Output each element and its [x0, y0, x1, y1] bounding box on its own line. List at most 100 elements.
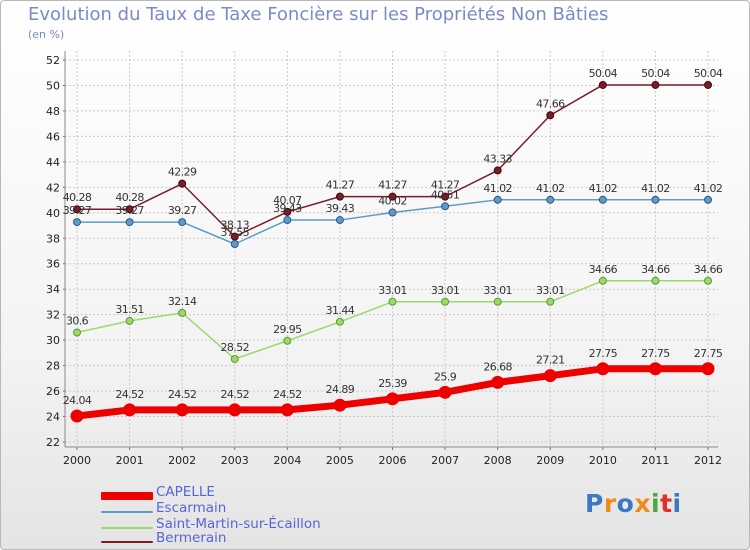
data-point-bermerain — [388, 192, 397, 201]
data-label-bermerain: 41.27 — [326, 179, 355, 192]
x-tick-label: 2005 — [326, 454, 354, 467]
data-point-escarmain — [73, 218, 81, 227]
data-point-bermerain — [493, 166, 502, 175]
data-label-capelle: 24.52 — [273, 388, 302, 401]
data-point-saint-martin — [125, 316, 134, 325]
data-point-saint-martin — [598, 276, 607, 285]
data-label-capelle: 27.75 — [694, 347, 723, 360]
data-point-bermerain — [335, 192, 344, 201]
x-tick-label: 2001 — [116, 454, 144, 467]
data-label-capelle: 24.04 — [63, 394, 92, 407]
x-tick-label: 2002 — [168, 454, 196, 467]
data-label-capelle: 24.89 — [326, 383, 355, 396]
data-point-saint-martin — [283, 336, 292, 345]
legend-swatch-bermerain — [101, 541, 153, 543]
data-label-saint-martin: 33.01 — [483, 284, 512, 297]
data-label-capelle: 24.52 — [168, 388, 197, 401]
data-label-capelle: 25.9 — [434, 370, 457, 383]
x-tick-label: 2011 — [641, 454, 669, 467]
data-point-saint-martin — [388, 297, 397, 306]
data-point-saint-martin — [493, 297, 502, 306]
data-point-bermerain — [704, 80, 712, 89]
data-label-capelle: 24.52 — [221, 388, 250, 401]
data-label-saint-martin: 33.01 — [536, 284, 565, 297]
legend-swatch-saint-martin — [101, 527, 153, 529]
data-label-capelle: 27.75 — [589, 347, 618, 360]
y-tick-label: 48 — [46, 105, 60, 118]
data-label-escarmain: 39.27 — [115, 204, 144, 217]
y-tick-label: 24 — [46, 411, 60, 424]
data-label-bermerain: 43.33 — [483, 152, 512, 165]
data-label-bermerain: 50.04 — [589, 67, 618, 80]
data-point-escarmain — [704, 195, 712, 204]
y-tick-label: 26 — [46, 385, 60, 398]
data-point-escarmain — [178, 218, 187, 227]
chart-title: Evolution du Taux de Taxe Foncière sur l… — [28, 4, 609, 25]
data-label-escarmain: 41.02 — [483, 182, 512, 195]
data-point-capelle — [543, 369, 557, 383]
x-tick-label: 2004 — [273, 454, 301, 467]
data-point-bermerain — [125, 205, 134, 214]
data-label-capelle: 24.52 — [115, 388, 144, 401]
x-tick-label: 2008 — [484, 454, 512, 467]
data-point-bermerain — [651, 80, 660, 89]
data-label-escarmain: 41.02 — [641, 182, 670, 195]
logo-letter: x — [634, 489, 651, 518]
data-point-escarmain — [283, 216, 292, 225]
data-label-bermerain: 50.04 — [641, 67, 670, 80]
data-point-bermerain — [598, 80, 607, 89]
data-label-bermerain: 40.07 — [273, 194, 302, 207]
data-label-bermerain: 40.28 — [115, 191, 144, 204]
data-point-capelle — [70, 409, 84, 423]
legend-label: Escarmain — [156, 500, 227, 516]
data-label-escarmain: 37.55 — [221, 226, 250, 239]
y-tick-label: 34 — [46, 283, 60, 296]
data-label-capelle: 26.68 — [483, 360, 512, 373]
data-point-bermerain — [283, 207, 292, 216]
data-label-escarmain: 39.43 — [326, 202, 355, 215]
legend-swatch-escarmain — [101, 511, 153, 513]
data-point-bermerain — [73, 205, 81, 214]
data-label-saint-martin: 29.95 — [273, 323, 302, 336]
data-point-saint-martin — [178, 308, 187, 317]
x-tick-label: 2010 — [589, 454, 617, 467]
y-tick-label: 36 — [46, 258, 60, 271]
y-tick-label: 50 — [46, 79, 60, 92]
data-label-escarmain: 41.02 — [589, 182, 618, 195]
x-tick-label: 2006 — [379, 454, 407, 467]
x-tick-label: 2012 — [694, 454, 722, 467]
logo-letter: r — [603, 489, 617, 518]
data-point-escarmain — [335, 216, 344, 225]
data-label-escarmain: 41.02 — [536, 182, 565, 195]
data-point-saint-martin — [230, 354, 239, 363]
y-tick-label: 52 — [46, 54, 60, 67]
data-point-saint-martin — [704, 276, 712, 285]
data-label-capelle: 27.21 — [536, 354, 565, 367]
data-point-escarmain — [230, 239, 239, 248]
data-label-saint-martin: 28.52 — [221, 341, 250, 354]
data-point-capelle — [280, 403, 294, 417]
data-point-escarmain — [598, 195, 607, 204]
x-tick-label: 2003 — [221, 454, 249, 467]
y-tick-label: 38 — [46, 232, 60, 245]
data-point-saint-martin — [73, 328, 81, 337]
data-label-saint-martin: 33.01 — [431, 284, 460, 297]
y-tick-label: 44 — [46, 156, 60, 169]
data-label-escarmain: 40.02 — [378, 195, 407, 208]
data-point-bermerain — [546, 111, 555, 120]
y-axis-unit-label: (en %) — [28, 28, 65, 41]
data-label-bermerain: 41.27 — [431, 179, 460, 192]
data-point-escarmain — [493, 195, 502, 204]
data-point-capelle — [491, 375, 505, 389]
data-point-bermerain — [178, 179, 187, 188]
data-label-bermerain: 40.28 — [63, 191, 92, 204]
logo-letter: P — [585, 489, 604, 518]
data-point-saint-martin — [335, 317, 344, 326]
data-label-escarmain: 39.27 — [63, 204, 92, 217]
legend-label: Bermerain — [156, 530, 227, 546]
data-label-saint-martin: 34.66 — [694, 263, 723, 276]
data-point-capelle — [175, 403, 189, 417]
data-point-capelle — [648, 362, 662, 376]
